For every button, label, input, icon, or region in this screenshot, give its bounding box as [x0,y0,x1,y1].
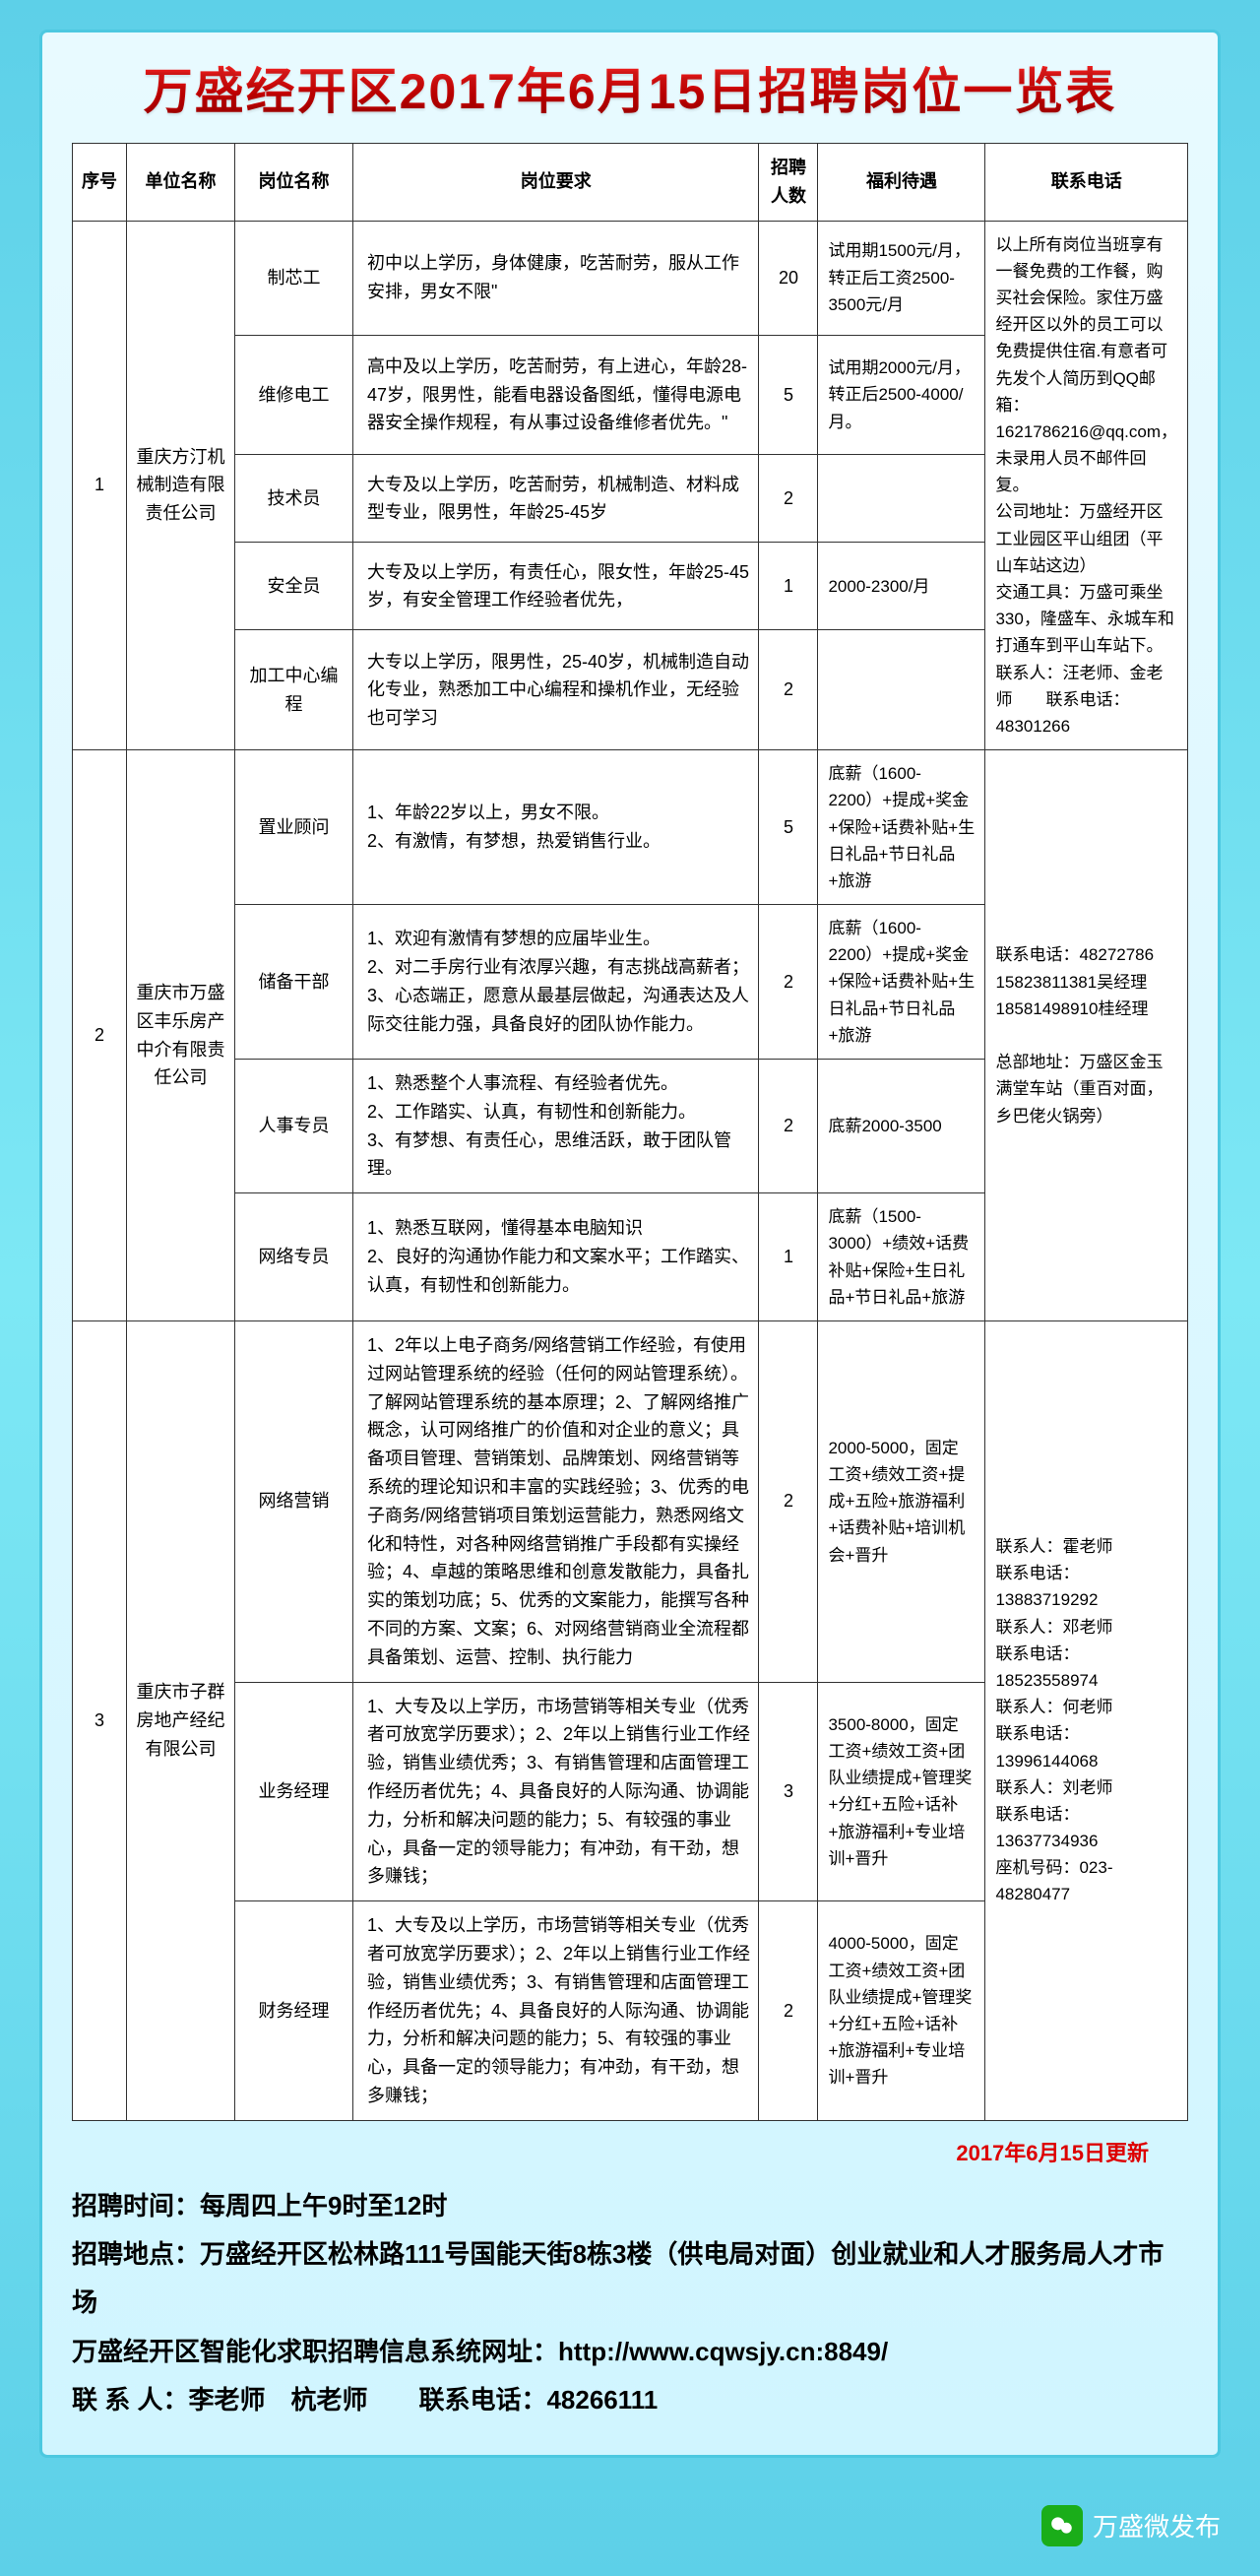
th-contact: 联系电话 [985,144,1188,222]
th-req: 岗位要求 [353,144,759,222]
header-row: 序号 单位名称 岗位名称 岗位要求 招聘人数 福利待遇 联系电话 [73,144,1188,222]
page-title: 万盛经开区2017年6月15日招聘岗位一览表 [72,52,1188,123]
cell-benefit: 底薪2000-3500 [818,1060,985,1193]
cell-count: 1 [759,1193,818,1321]
cell-position: 安全员 [235,543,353,630]
cell-position: 技术员 [235,455,353,543]
footer-place: 招聘地点：万盛经开区松林路111号国能天街8栋3楼（供电局对面）创业就业和人才服… [72,2230,1188,2328]
cell-requirements: 1、年龄22岁以上，男女不限。 2、有激情，有梦想，热爱销售行业。 [353,750,759,905]
poster-container: 万盛经开区2017年6月15日招聘岗位一览表 序号 单位名称 岗位名称 岗位要求… [39,30,1221,2458]
cell-seq: 3 [73,1320,127,2120]
footer-url: 万盛经开区智能化求职招聘信息系统网址：http://www.cqwsjy.cn:… [72,2328,1188,2376]
cell-count: 20 [759,221,818,335]
cell-count: 3 [759,1682,818,1901]
cell-position: 业务经理 [235,1682,353,1901]
cell-benefit: 试用期2000元/月，转正后2500-4000/月。 [818,335,985,455]
cell-benefit: 3500-8000，固定工资+绩效工资+团队业绩提成+管理奖+分红+五险+话补+… [818,1682,985,1901]
cell-requirements: 1、大专及以上学历，市场营销等相关专业（优秀者可放宽学历要求）；2、2年以上销售… [353,1901,759,2121]
cell-benefit: 底薪（1600-2200）+提成+奖金+保险+话费补贴+生日礼品+节日礼品+旅游 [818,905,985,1060]
cell-count: 2 [759,1901,818,2121]
cell-count: 2 [759,1060,818,1193]
cell-contact: 以上所有岗位当班享有一餐免费的工作餐，购买社会保险。家住万盛经开区以外的员工可以… [985,221,1188,750]
cell-requirements: 大专及以上学历，吃苦耐劳，机械制造、材料成型专业，限男性，年龄25-45岁 [353,455,759,543]
cell-position: 置业顾问 [235,750,353,905]
cell-position: 网络专员 [235,1193,353,1321]
cell-count: 5 [759,750,818,905]
job-table: 序号 单位名称 岗位名称 岗位要求 招聘人数 福利待遇 联系电话 1重庆方汀机械… [72,143,1188,2121]
wechat-icon [1041,2505,1083,2546]
cell-benefit [818,630,985,750]
cell-benefit: 试用期1500元/月，转正后工资2500-3500元/月 [818,221,985,335]
cell-requirements: 1、欢迎有激情有梦想的应届毕业生。 2、对二手房行业有浓厚兴趣，有志挑战高薪者；… [353,905,759,1060]
footer-info: 招聘时间：每周四上午9时至12时 招聘地点：万盛经开区松林路111号国能天街8栋… [72,2182,1188,2425]
th-seq: 序号 [73,144,127,222]
cell-benefit: 底薪（1600-2200）+提成+奖金+保险+话费补贴+生日礼品+节日礼品+旅游 [818,750,985,905]
cell-position: 人事专员 [235,1060,353,1193]
table-row: 3重庆市子群房地产经纪有限公司网络营销1、2年以上电子商务/网络营销工作经验，有… [73,1320,1188,1682]
footer-contact: 联 系 人：李老师 杭老师 联系电话：48266111 [72,2376,1188,2424]
cell-position: 制芯工 [235,221,353,335]
cell-count: 2 [759,905,818,1060]
cell-position: 加工中心编程 [235,630,353,750]
cell-requirements: 高中及以上学历，吃苦耐劳，有上进心，年龄28-47岁，限男性，能看电器设备图纸，… [353,335,759,455]
cell-benefit: 2000-2300/月 [818,543,985,630]
watermark-text: 万盛微发布 [1093,2507,1221,2544]
cell-requirements: 初中以上学历，身体健康，吃苦耐劳，服从工作安排，男女不限" [353,221,759,335]
cell-benefit: 底薪（1500-3000）+绩效+话费补贴+保险+生日礼品+节日礼品+旅游 [818,1193,985,1321]
cell-contact: 联系人：霍老师 联系电话：13883719292 联系人：邓老师 联系电话：18… [985,1320,1188,2120]
cell-count: 5 [759,335,818,455]
wechat-watermark: 万盛微发布 [1041,2505,1221,2546]
cell-contact: 联系电话：48272786 15823811381吴经理 18581498910… [985,750,1188,1321]
th-benefit: 福利待遇 [818,144,985,222]
cell-benefit: 4000-5000，固定工资+绩效工资+团队业绩提成+管理奖+分红+五险+话补+… [818,1901,985,2121]
th-position: 岗位名称 [235,144,353,222]
cell-count: 2 [759,1320,818,1682]
cell-seq: 1 [73,221,127,750]
th-count: 招聘人数 [759,144,818,222]
cell-position: 网络营销 [235,1320,353,1682]
cell-position: 储备干部 [235,905,353,1060]
th-company: 单位名称 [127,144,235,222]
cell-requirements: 1、熟悉整个人事流程、有经验者优先。 2、工作踏实、认真，有韧性和创新能力。 3… [353,1060,759,1193]
cell-count: 2 [759,630,818,750]
cell-requirements: 大专以上学历，限男性，25-40岁，机械制造自动化专业，熟悉加工中心编程和操机作… [353,630,759,750]
cell-count: 2 [759,455,818,543]
cell-benefit: 2000-5000，固定工资+绩效工资+提成+五险+旅游福利+话费补贴+培训机会… [818,1320,985,1682]
cell-requirements: 1、大专及以上学历，市场营销等相关专业（优秀者可放宽学历要求）；2、2年以上销售… [353,1682,759,1901]
cell-company: 重庆市子群房地产经纪有限公司 [127,1320,235,2120]
cell-requirements: 1、2年以上电子商务/网络营销工作经验，有使用过网站管理系统的经验（任何的网站管… [353,1320,759,1682]
table-row: 1重庆方汀机械制造有限责任公司制芯工初中以上学历，身体健康，吃苦耐劳，服从工作安… [73,221,1188,335]
cell-requirements: 大专及以上学历，有责任心，限女性，年龄25-45岁，有安全管理工作经验者优先， [353,543,759,630]
cell-position: 维修电工 [235,335,353,455]
cell-seq: 2 [73,750,127,1321]
cell-benefit [818,455,985,543]
cell-company: 重庆方汀机械制造有限责任公司 [127,221,235,750]
footer-time: 招聘时间：每周四上午9时至12时 [72,2182,1188,2230]
table-row: 2重庆市万盛区丰乐房产中介有限责任公司置业顾问1、年龄22岁以上，男女不限。 2… [73,750,1188,905]
cell-position: 财务经理 [235,1901,353,2121]
cell-count: 1 [759,543,818,630]
cell-requirements: 1、熟悉互联网，懂得基本电脑知识 2、良好的沟通协作能力和文案水平；工作踏实、认… [353,1193,759,1321]
cell-company: 重庆市万盛区丰乐房产中介有限责任公司 [127,750,235,1321]
